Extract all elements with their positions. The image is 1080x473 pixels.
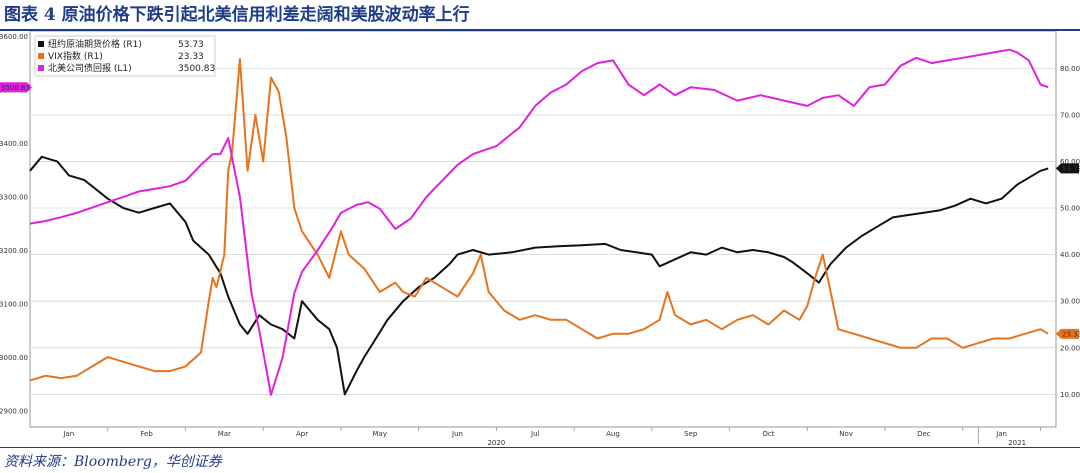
month-tick-label: Jun [451,430,463,438]
legend-label: 北美公司债回报 (L1) [48,62,132,74]
left-tick-label: 3100.00 [0,300,28,308]
plot-area [29,31,1057,428]
left-tick-label: 3600.00 [0,33,28,41]
series-line [29,155,1049,396]
vix-end-label: 23.33 [1062,330,1080,338]
bond-end-label: 3500.83 [1,84,30,92]
month-tick-label: Jan [995,430,1007,438]
month-tick-label: Apr [296,430,308,438]
year-label: 2021 [1008,439,1026,447]
oil-end-label: 53.73 [1062,165,1080,173]
month-tick-label: Oct [762,430,774,438]
vix-end-label-marker [1056,328,1079,339]
right-tick-label: 70.00 [1060,111,1080,119]
series-line [29,58,1049,382]
legend-swatch [38,65,44,71]
month-tick-label: Sep [684,430,698,438]
right-tick-label: 50.00 [1060,205,1080,213]
month-tick-label: Jan [62,430,74,438]
title-rule [0,29,1080,31]
legend-value: 53.73 [178,40,204,50]
legend-box [34,35,216,77]
left-tick-label: 3000.00 [0,354,28,362]
right-tick-label: 40.00 [1060,251,1080,259]
month-tick-label: Jul [530,430,540,438]
right-tick-label: 20.00 [1060,344,1080,352]
left-tick-label: 3300.00 [0,193,28,201]
left-tick-label: 3400.00 [0,140,28,148]
page-title: 图表 4 原油价格下跌引起北美信用利差走阔和美股波动率上行 [4,5,470,25]
right-tick-label: 10.00 [1060,391,1080,399]
month-tick-label: Nov [839,430,853,438]
legend-label: 纽约原油期货价格 (R1) [48,38,142,50]
end-value-tags: 53.73 23.33 3500.83 [0,82,1080,339]
legend-swatch [38,41,44,47]
month-tick-label: Aug [606,430,620,438]
left-tick-label: 2900.00 [0,407,28,415]
series-line [29,48,1049,396]
right-tick-label: 30.00 [1060,298,1080,306]
legend-label: VIX指数 (R1) [48,50,103,62]
legend: 纽约原油期货价格 (R1) 53.73 VIX指数 (R1) 23.33 北美公司债回报… [34,35,216,77]
right-tick-label: 60.00 [1060,158,1080,166]
left-tick-label: 3200.00 [0,247,28,255]
line-chart: 2900.00 3000.00 3100.00 3200.00 3300.00 3400.… [0,31,1080,447]
month-tick-label: Dec [917,430,931,438]
right-tick-label: 80.00 [1060,65,1080,73]
month-tick-label: May [373,430,387,438]
oil-end-label-marker [1056,163,1079,174]
month-tick-label: Feb [140,430,153,438]
year-label: 2020 [487,439,505,447]
bond-end-label-marker [0,82,32,93]
legend-swatch [38,53,44,59]
footer-rule [0,447,1080,448]
legend-value: 3500.83 [178,64,215,74]
x-axis-ticks: Jan Feb Mar Apr May Jun Jul Aug Sep Oct Nov Dec Jan2… [62,427,1041,447]
right-axis-ticks: 10.00 20.00 30.00 40.00 50.00 60.00 70.00 80.00 [1060,65,1080,399]
month-tick-label: Mar [218,430,231,438]
source-note: 资料来源：Bloomberg，华创证券 [4,454,222,470]
legend-value: 23.33 [178,52,204,62]
series-lines [29,48,1049,396]
